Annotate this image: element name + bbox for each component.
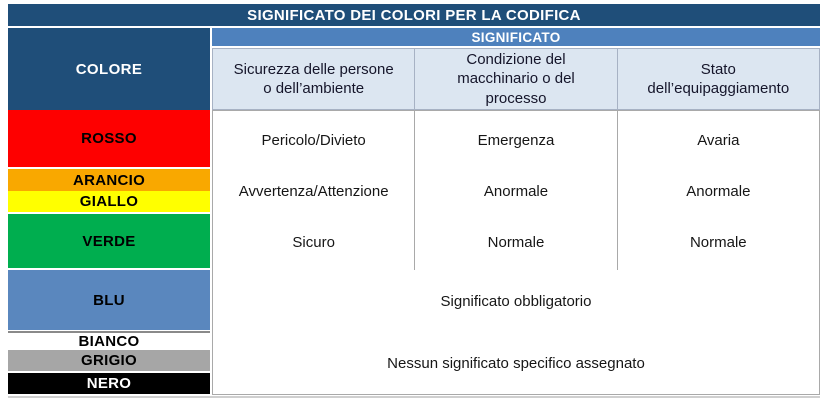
table-title: SIGNIFICATO DEI COLORI PER LA CODIFICA	[8, 4, 820, 26]
cell-verde-condizione: Normale	[414, 214, 618, 271]
color-swatch-arancio: ARANCIO	[8, 169, 210, 191]
cell-arancio-giallo-condizione: Anormale	[414, 169, 618, 215]
row-blu: Significato obbligatorio	[212, 270, 820, 333]
color-swatch-verde: VERDE	[8, 214, 210, 268]
cell-verde-sicurezza: Sicuro	[212, 214, 416, 271]
subheader-row: Sicurezza delle persone o dell’ambiente …	[212, 48, 820, 110]
row-verde: Sicuro Normale Normale	[212, 214, 820, 271]
subheader-stato-equipaggiamento: Stato dell’equipaggiamento	[616, 48, 820, 110]
cell-rosso-stato: Avaria	[616, 110, 820, 170]
cell-arancio-giallo-stato: Anormale	[616, 169, 820, 215]
row-bianco-grigio-nero: Nessun significato specifico assegnato	[212, 332, 820, 395]
color-swatch-nero: NERO	[8, 373, 210, 394]
cell-rosso-condizione: Emergenza	[414, 110, 618, 170]
cell-verde-stato: Normale	[616, 214, 820, 271]
cell-arancio-giallo-sicurezza: Avvertenza/Attenzione	[212, 169, 416, 215]
colore-column-header: COLORE	[8, 28, 210, 110]
color-swatch-grigio: GRIGIO	[8, 350, 210, 371]
color-coding-table: SIGNIFICATO DEI COLORI PER LA CODIFICA C…	[8, 4, 820, 399]
cell-bianco-grigio-nero-merged: Nessun significato specifico assegnato	[212, 332, 820, 395]
table-bottom-border	[8, 396, 820, 398]
row-rosso: Pericolo/Divieto Emergenza Avaria	[212, 110, 820, 170]
subheader-condizione-macchinario: Condizione del macchinario o del process…	[414, 48, 618, 110]
color-swatch-bianco: BIANCO	[8, 331, 210, 350]
color-swatch-rosso: ROSSO	[8, 110, 210, 167]
color-swatch-blu: BLU	[8, 270, 210, 330]
cell-blu-merged: Significato obbligatorio	[212, 270, 820, 333]
cell-rosso-sicurezza: Pericolo/Divieto	[212, 110, 416, 170]
subheader-sicurezza-persone: Sicurezza delle persone o dell’ambiente	[212, 48, 416, 110]
significato-group-header: SIGNIFICATO	[212, 28, 820, 46]
row-arancio-giallo: Avvertenza/Attenzione Anormale Anormale	[212, 169, 820, 215]
color-swatch-giallo: GIALLO	[8, 191, 210, 212]
